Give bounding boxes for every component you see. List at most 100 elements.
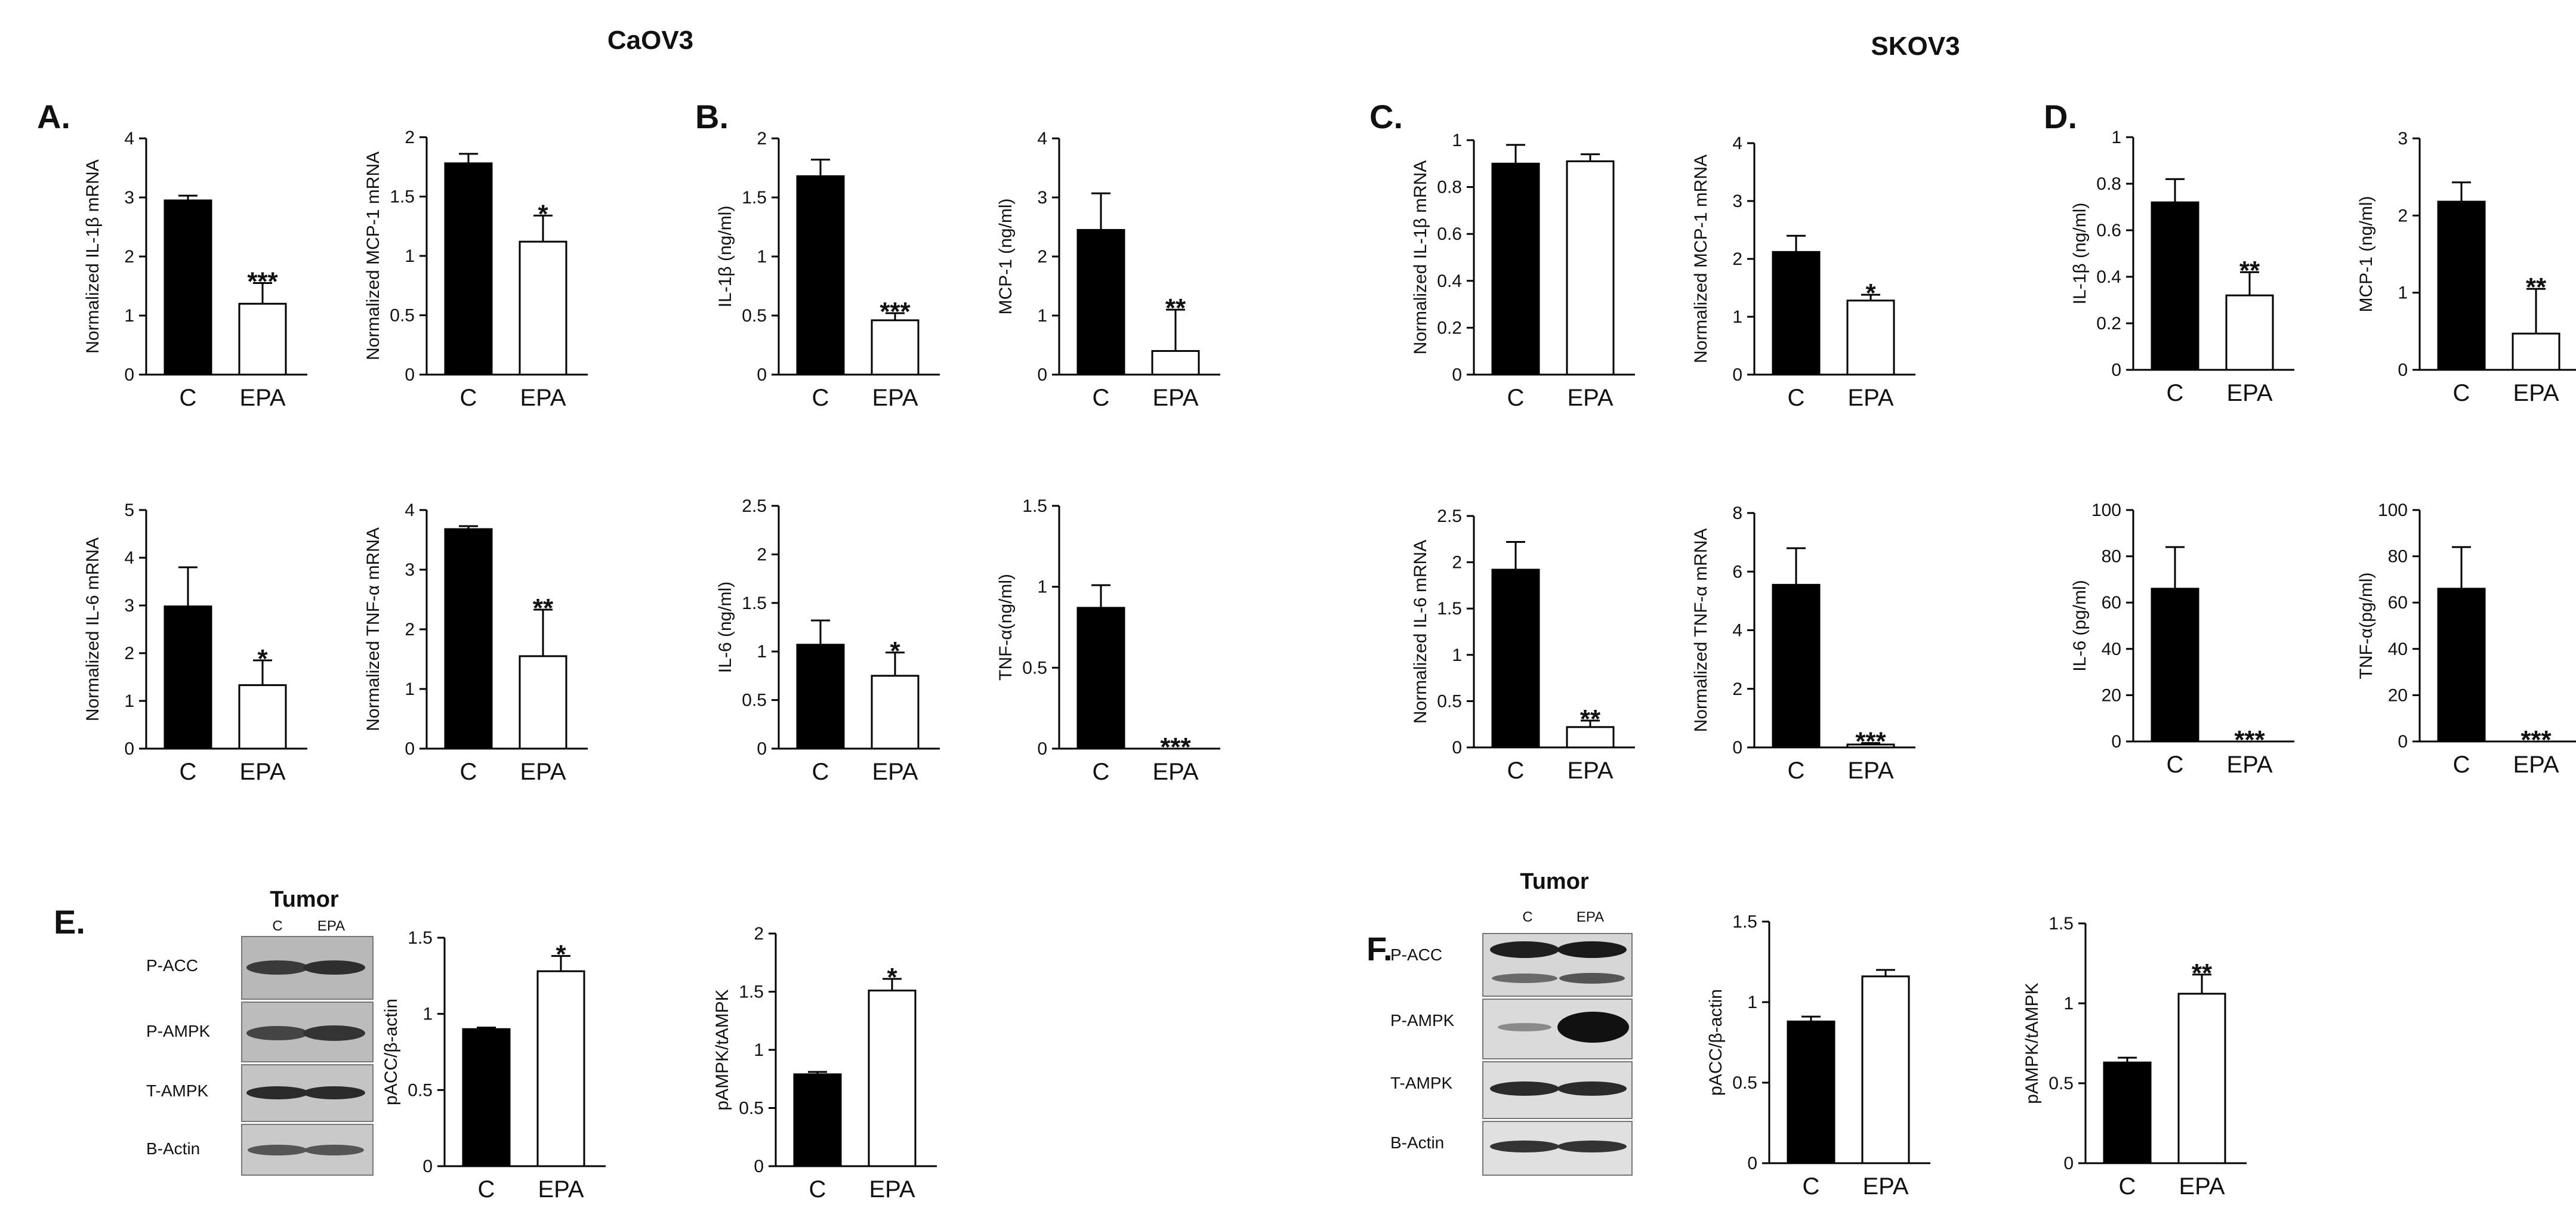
bar-chart-d: 0 20 40 60 80 100 TNF-α(pg/ml) C EPA*** <box>2356 500 2576 778</box>
bar-epa <box>519 655 567 750</box>
x-category-label: C <box>478 1176 495 1203</box>
bar-control <box>796 644 845 750</box>
blot-row-label: T-AMPK <box>1390 1074 1453 1092</box>
bar-control <box>1076 607 1125 750</box>
x-category-label: C <box>809 1176 826 1203</box>
x-category-label: C <box>1507 758 1525 784</box>
blot-band <box>248 1145 307 1155</box>
y-axis-label: IL-6 (ng/ml) <box>715 582 735 673</box>
blot-band <box>303 960 365 975</box>
y-tick-label: 2 <box>1452 553 1462 573</box>
y-tick-label: 20 <box>2388 685 2408 705</box>
y-tick-label: 5 <box>124 500 134 520</box>
y-axis-label: MCP-1 (ng/ml) <box>996 198 1016 314</box>
y-axis-label: pAMPK/tAMPK <box>712 989 732 1110</box>
bar-control <box>163 199 212 376</box>
y-tick-label: 40 <box>2102 639 2121 659</box>
y-tick-label: 100 <box>2378 500 2408 520</box>
x-category-label: C <box>2167 752 2184 778</box>
y-axis-label: TNF-α(ng/ml) <box>996 574 1016 681</box>
x-category-label: EPA <box>2513 752 2559 778</box>
y-tick-label: 0.5 <box>408 1080 433 1100</box>
y-tick-label: 1.5 <box>390 187 415 207</box>
bar-chart-d: 0 20 40 60 80 100 IL-6 (pg/ml) C EPA*** <box>2070 500 2294 778</box>
bar-control <box>1787 1020 1835 1164</box>
x-category-label: C <box>2453 752 2470 778</box>
y-tick-label: 1 <box>1037 306 1047 326</box>
y-axis-label: IL-1β (ng/ml) <box>715 206 735 308</box>
bar-control <box>1491 568 1540 749</box>
x-category-label: EPA <box>239 385 285 411</box>
panel-letter-b: B. <box>695 98 729 135</box>
blot-band <box>1557 1141 1627 1152</box>
y-tick-label: 1 <box>757 642 767 662</box>
y-tick-label: 4 <box>1732 621 1742 641</box>
significance-marker: *** <box>1160 733 1191 762</box>
y-tick-label: 2 <box>1732 249 1742 269</box>
y-tick-label: 3 <box>405 560 415 580</box>
y-tick-label: 2 <box>757 129 767 149</box>
y-tick-label: 3 <box>124 188 134 208</box>
blot-title: Tumor <box>1520 869 1589 894</box>
bar-chart-d: 0 1 2 3 MCP-1 (ng/ml) C EPA ** <box>2356 129 2576 406</box>
y-tick-label: 1 <box>1747 993 1757 1012</box>
y-tick-label: 2 <box>2398 206 2408 225</box>
y-axis-label: IL-6 (pg/ml) <box>2070 580 2090 671</box>
significance-marker: * <box>257 644 268 673</box>
caov3-title: CaOV3 <box>607 26 693 55</box>
y-tick-label: 1.5 <box>742 594 767 613</box>
y-tick-label: 1.5 <box>739 982 764 1002</box>
y-tick-label: 0 <box>1452 365 1462 385</box>
y-tick-label: 0.5 <box>742 691 767 710</box>
y-tick-label: 2 <box>124 644 134 663</box>
blot-band <box>1559 973 1625 984</box>
y-tick-label: 0.5 <box>2049 1074 2074 1093</box>
blot-title: Tumor <box>270 887 339 912</box>
y-tick-label: 1 <box>1452 645 1462 665</box>
y-tick-label: 6 <box>1732 562 1742 582</box>
y-tick-label: 4 <box>405 500 415 520</box>
y-axis-label: pACC/β-actin <box>381 999 401 1105</box>
y-tick-label: 0 <box>757 365 767 385</box>
x-category-label: C <box>1803 1173 1820 1200</box>
blot-row-label: B-Actin <box>146 1139 200 1158</box>
y-tick-label: 0 <box>2398 732 2408 752</box>
y-tick-label: 0 <box>1452 738 1462 758</box>
y-tick-label: 0.5 <box>739 1099 764 1118</box>
y-tick-label: 1.5 <box>742 188 767 208</box>
significance-marker: *** <box>1855 727 1886 756</box>
y-tick-label: 0.8 <box>2096 174 2121 194</box>
skov3-title: SKOV3 <box>1871 32 1960 61</box>
bar-control <box>1076 228 1125 376</box>
y-tick-label: 1 <box>124 691 134 711</box>
y-tick-label: 1 <box>1732 307 1742 327</box>
x-category-label: C <box>1093 385 1110 411</box>
bar-chart-e: 0 0.5 1 1.5 2 pAMPK/tAMPK C EPA * <box>712 924 937 1203</box>
x-category-label: EPA <box>1152 385 1198 411</box>
y-tick-label: 0.5 <box>742 306 767 326</box>
significance-marker: ** <box>2192 959 2213 988</box>
y-tick-label: 0 <box>1037 739 1047 759</box>
x-category-label: EPA <box>1847 758 1893 784</box>
y-axis-label: Normalized MCP-1 mRNA <box>1691 154 1711 363</box>
y-axis-label: MCP-1 (ng/ml) <box>2356 196 2376 312</box>
bar-control <box>2151 588 2199 743</box>
y-tick-label: 20 <box>2102 685 2121 705</box>
y-tick-label: 0 <box>2063 1154 2074 1173</box>
bar-control <box>2437 588 2486 743</box>
bar-chart-a: 0 1 2 3 4 Normalized IL-1β mRNA C EPA *** <box>83 129 307 411</box>
significance-marker: *** <box>880 297 911 326</box>
y-tick-label: 0 <box>1732 738 1742 758</box>
significance-marker: ** <box>2239 256 2260 285</box>
bar-chart-f: 0 0.5 1 1.5 pACC/β-actin C EPA <box>1706 912 1930 1200</box>
y-tick-label: 0 <box>1732 365 1742 385</box>
blot-row-label: B-Actin <box>1390 1133 1444 1152</box>
y-tick-label: 2 <box>405 128 415 147</box>
y-tick-label: 1 <box>2063 994 2074 1013</box>
y-axis-label: Normalized IL-1β mRNA <box>83 159 103 354</box>
bar-control <box>1772 251 1821 376</box>
bar-epa <box>2512 332 2560 371</box>
significance-marker: ** <box>533 594 554 623</box>
bar-control <box>444 162 493 376</box>
